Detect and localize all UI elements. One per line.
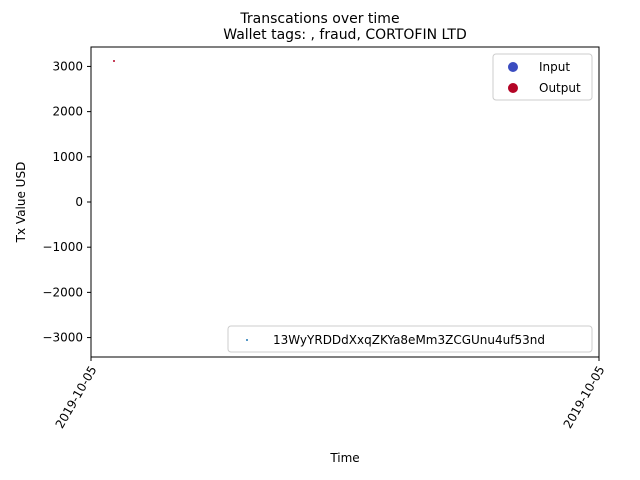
y-tick-label: 3000 — [52, 59, 83, 73]
legend-sides: Input Output — [492, 53, 593, 101]
chart-title: Wallet tags: , fraud, CORTOFIN LTD — [223, 27, 466, 43]
y-tick-label: 1000 — [52, 150, 83, 164]
legend-address-box — [227, 325, 593, 353]
legend-address-marker — [246, 339, 248, 341]
data-point — [113, 60, 115, 63]
y-axis-label: Tx Value USD — [14, 162, 28, 244]
legend-address-label: 13WyYRDDdXxqZKYa8eMm3ZCGUnu4uf53nd — [273, 333, 545, 347]
y-tick-label: −1000 — [42, 240, 83, 254]
y-tick-label: 0 — [75, 195, 83, 209]
chart-suptitle: Transcations over time — [239, 11, 399, 27]
legend-address: 13WyYRDDdXxqZKYa8eMm3ZCGUnu4uf53nd — [227, 325, 593, 353]
legend-input-marker — [508, 62, 518, 72]
legend-input-label: Input — [539, 60, 570, 74]
x-tick-label: 2019-10-05 — [561, 364, 608, 431]
y-axis-ticks: 3000 2000 1000 0 −1000 −2000 −3000 — [42, 59, 91, 345]
y-tick-label: 2000 — [52, 105, 83, 119]
legend-output-marker — [508, 83, 518, 93]
plot-area-frame — [90, 46, 600, 358]
x-axis-label: Time — [329, 451, 359, 465]
x-tick-label: 2019-10-05 — [53, 364, 100, 431]
x-axis-ticks: 2019-10-05 2019-10-05 — [53, 357, 608, 431]
y-tick-label: −2000 — [42, 285, 83, 299]
data-points — [113, 60, 115, 63]
y-tick-label: −3000 — [42, 331, 83, 345]
legend-output-label: Output — [539, 81, 581, 95]
